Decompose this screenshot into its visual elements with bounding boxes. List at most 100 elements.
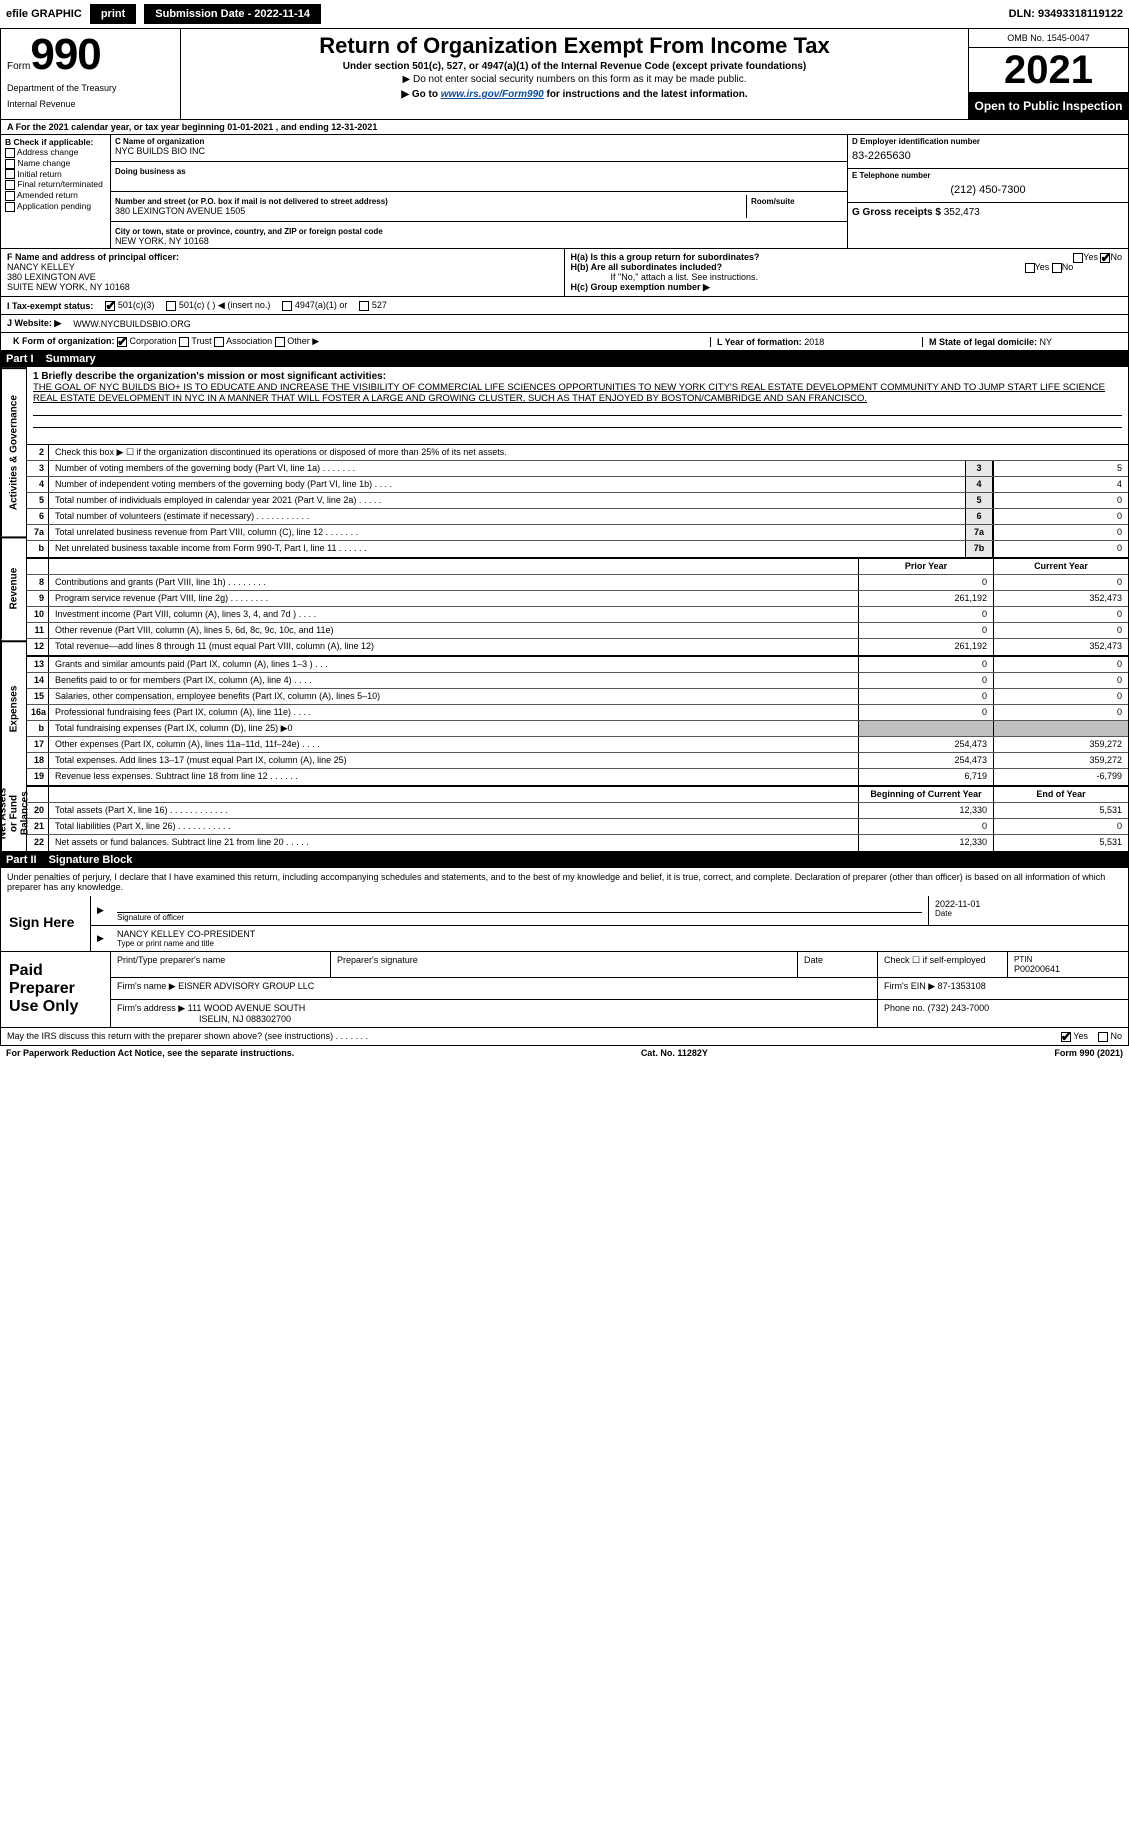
chk-501c3[interactable]: 501(c)(3): [105, 300, 154, 311]
page-footer: For Paperwork Reduction Act Notice, see …: [0, 1046, 1129, 1060]
dba-value: [115, 176, 843, 186]
part1-body: Activities & Governance Revenue Expenses…: [0, 367, 1129, 852]
line-4: 4Number of independent voting members of…: [27, 477, 1128, 493]
box-f: F Name and address of principal officer:…: [1, 249, 565, 296]
line-7a: 7aTotal unrelated business revenue from …: [27, 525, 1128, 541]
line-15: 15Salaries, other compensation, employee…: [27, 689, 1128, 705]
line-21: 21Total liabilities (Part X, line 26) . …: [27, 819, 1128, 835]
officer-typed-name: NANCY KELLEY CO-PRESIDENT: [117, 929, 1122, 939]
line-2: 2 Check this box ▶ ☐ if the organization…: [27, 445, 1128, 461]
line-b: bNet unrelated business taxable income f…: [27, 541, 1128, 557]
group-activities: 1 Briefly describe the organization's mi…: [27, 367, 1128, 559]
penalty-statement: Under penalties of perjury, I declare th…: [0, 868, 1129, 896]
irs-link[interactable]: www.irs.gov/Form990: [441, 89, 544, 100]
form-number: 990: [30, 30, 100, 79]
arrow-icon: ▶: [91, 926, 111, 951]
chk-assoc[interactable]: Association: [214, 336, 272, 346]
line-22: 22Net assets or fund balances. Subtract …: [27, 835, 1128, 851]
irs-label: Internal Revenue: [7, 99, 174, 109]
mission-text: THE GOAL OF NYC BUILDS BIO+ IS TO EDUCAT…: [33, 382, 1122, 404]
line-16a: 16aProfessional fundraising fees (Part I…: [27, 705, 1128, 721]
print-button[interactable]: print: [90, 4, 136, 24]
telephone: (212) 450-7300: [848, 182, 1128, 202]
box-k: K Form of organization: Corporation Trus…: [7, 336, 698, 347]
paid-preparer-block: Paid Preparer Use Only Print/Type prepar…: [0, 952, 1129, 1028]
discuss-no[interactable]: [1098, 1032, 1108, 1042]
street-address: 380 LEXINGTON AVENUE 1505: [115, 206, 742, 216]
ssn-warning: ▶ Do not enter social security numbers o…: [189, 74, 960, 85]
submission-date-label: Submission Date - 2022-11-14: [144, 4, 321, 24]
box-l: L Year of formation: 2018: [710, 337, 910, 347]
group-expenses: 13Grants and similar amounts paid (Part …: [27, 657, 1128, 787]
firm-ein: 87-1353108: [938, 981, 986, 991]
city-state-zip: NEW YORK, NY 10168: [115, 236, 843, 246]
part1-header: Part I Summary: [0, 351, 1129, 367]
vert-labels: Activities & Governance Revenue Expenses…: [1, 367, 27, 851]
chk-initial[interactable]: Initial return: [5, 169, 106, 180]
group-net: Beginning of Current Year End of Year 20…: [27, 787, 1128, 851]
firm-phone: (732) 243-7000: [928, 1003, 990, 1013]
form-subtitle: Under section 501(c), 527, or 4947(a)(1)…: [189, 61, 960, 72]
line-6: 6Total number of volunteers (estimate if…: [27, 509, 1128, 525]
line-14: 14Benefits paid to or for members (Part …: [27, 673, 1128, 689]
line-b: bTotal fundraising expenses (Part IX, co…: [27, 721, 1128, 737]
discuss-row: May the IRS discuss this return with the…: [0, 1028, 1129, 1046]
ein: 83-2265630: [848, 148, 1128, 168]
box-j: J Website: ▶ WWW.NYCBUILDSBIO.ORG: [0, 315, 1129, 333]
meta-row: B Check if applicable: Address change Na…: [0, 135, 1129, 249]
form-header: Form990 Department of the Treasury Inter…: [0, 28, 1129, 120]
period-row: A For the 2021 calendar year, or tax yea…: [0, 120, 1129, 135]
officer-name: NANCY KELLEY: [7, 262, 558, 272]
line-11: 11Other revenue (Part VIII, column (A), …: [27, 623, 1128, 639]
line-9: 9Program service revenue (Part VIII, lin…: [27, 591, 1128, 607]
form-number-block: Form990 Department of the Treasury Inter…: [1, 29, 181, 119]
discuss-yes[interactable]: [1061, 1032, 1071, 1042]
line-12: 12Total revenue—add lines 8 through 11 (…: [27, 639, 1128, 655]
chk-amended[interactable]: Amended return: [5, 190, 106, 201]
website-url: WWW.NYCBUILDSBIO.ORG: [73, 319, 191, 329]
chk-trust[interactable]: Trust: [179, 336, 212, 346]
tax-year: 2021: [969, 48, 1128, 93]
rev-hdr: Prior Year Current Year: [27, 559, 1128, 575]
part2-header: Part II Signature Block: [0, 852, 1129, 868]
chk-other[interactable]: Other ▶: [275, 336, 319, 346]
line-8: 8Contributions and grants (Part VIII, li…: [27, 575, 1128, 591]
chk-addr[interactable]: Address change: [5, 147, 106, 158]
efile-label: efile GRAPHIC: [6, 8, 82, 20]
net-hdr: Beginning of Current Year End of Year: [27, 787, 1128, 803]
ptin: P00200641: [1014, 964, 1122, 974]
goto-line: ▶ Go to www.irs.gov/Form990 for instruct…: [189, 89, 960, 100]
box-m: M State of legal domicile: NY: [922, 337, 1122, 347]
chk-4947[interactable]: 4947(a)(1) or: [282, 300, 347, 311]
arrow-icon: ▶: [91, 896, 111, 925]
sig-date: 2022-11-01: [935, 899, 1122, 909]
line-20: 20Total assets (Part X, line 16) . . . .…: [27, 803, 1128, 819]
right-stack: D Employer identification number 83-2265…: [848, 135, 1128, 248]
line-18: 18Total expenses. Add lines 13–17 (must …: [27, 753, 1128, 769]
chk-pending[interactable]: Application pending: [5, 201, 106, 212]
box-h: H(a) Is this a group return for subordin…: [565, 249, 1129, 296]
line-5: 5Total number of individuals employed in…: [27, 493, 1128, 509]
form-title-block: Return of Organization Exempt From Incom…: [181, 29, 968, 119]
chk-name[interactable]: Name change: [5, 158, 106, 169]
dept-label: Department of the Treasury: [7, 83, 174, 93]
gross-receipts: 352,473: [944, 207, 980, 218]
f-h-row: F Name and address of principal officer:…: [0, 249, 1129, 297]
line-19: 19Revenue less expenses. Subtract line 1…: [27, 769, 1128, 785]
mission-block: 1 Briefly describe the organization's mi…: [27, 367, 1128, 445]
line-17: 17Other expenses (Part IX, column (A), l…: [27, 737, 1128, 753]
chk-final[interactable]: Final return/terminated: [5, 179, 106, 190]
chk-corp[interactable]: Corporation: [117, 336, 177, 346]
chk-527[interactable]: 527: [359, 300, 387, 311]
firm-name: EISNER ADVISORY GROUP LLC: [178, 981, 314, 991]
form-title: Return of Organization Exempt From Incom…: [189, 33, 960, 59]
box-c: C Name of organization NYC BUILDS BIO IN…: [111, 135, 848, 248]
box-i: I Tax-exempt status: 501(c)(3) 501(c) ( …: [0, 297, 1129, 315]
open-inspection: Open to Public Inspection: [969, 93, 1128, 119]
omb-label: OMB No. 1545-0047: [969, 29, 1128, 48]
sign-here-block: Sign Here ▶ Signature of officer 2022-11…: [0, 896, 1129, 952]
dln-label: DLN: 93493318119122: [1009, 8, 1123, 20]
chk-501c[interactable]: 501(c) ( ) ◀ (insert no.): [166, 300, 270, 311]
line-13: 13Grants and similar amounts paid (Part …: [27, 657, 1128, 673]
k-l-m-row: K Form of organization: Corporation Trus…: [0, 333, 1129, 351]
